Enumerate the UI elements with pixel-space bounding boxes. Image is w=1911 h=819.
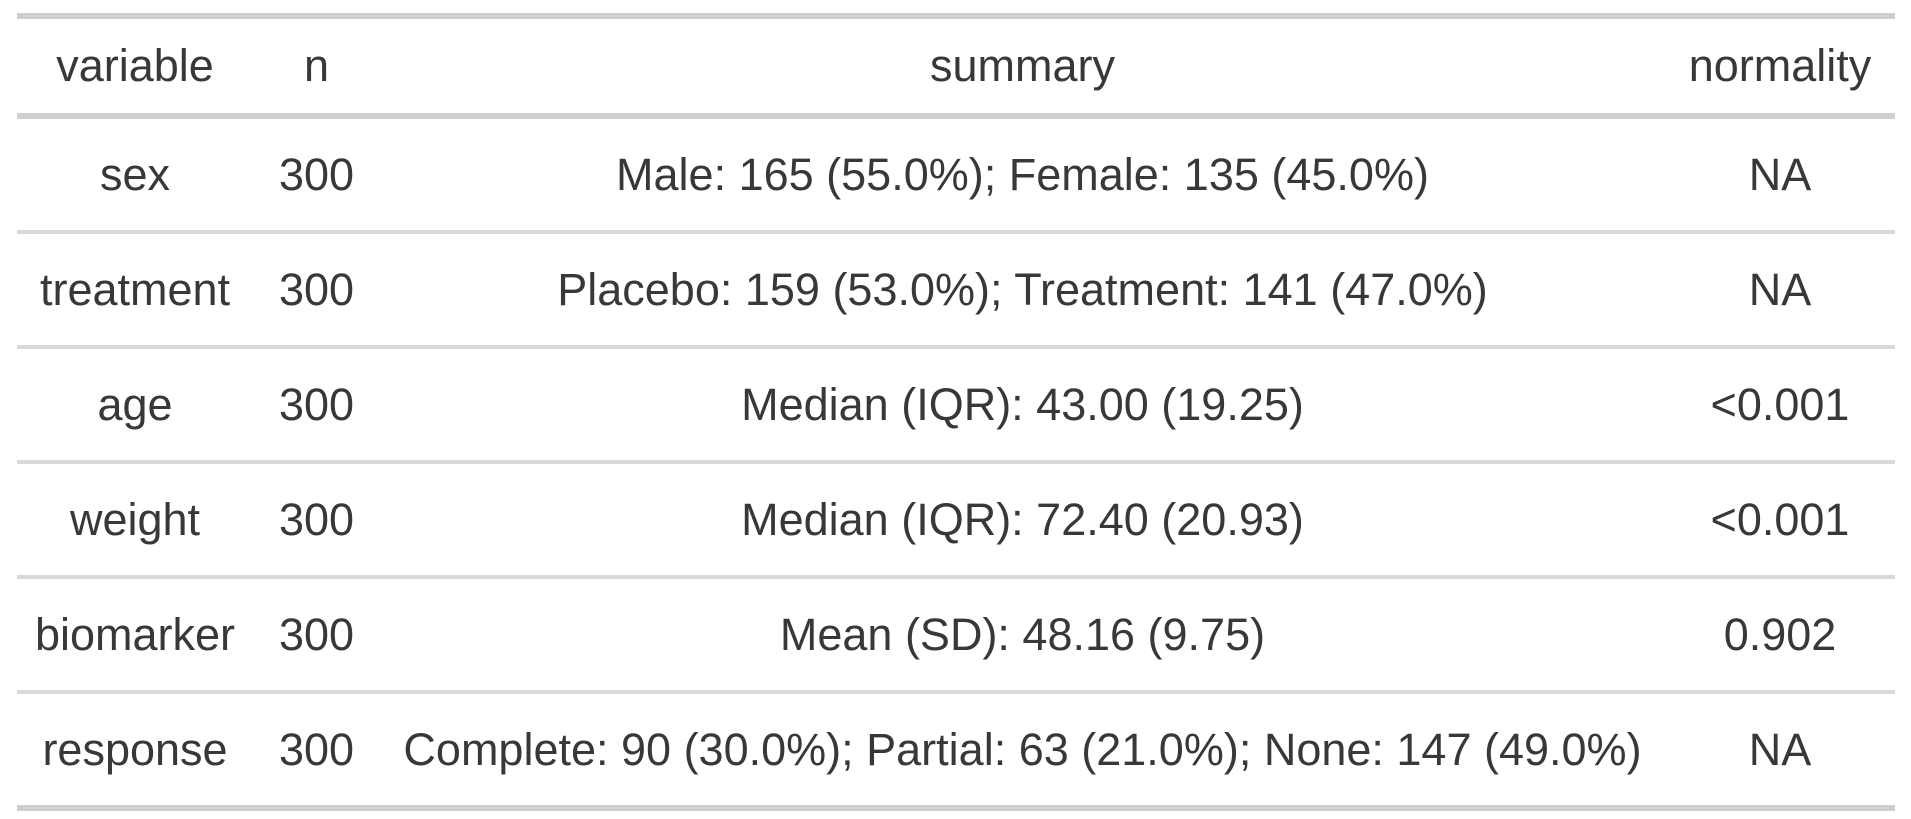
cell-n: 300 [253, 347, 380, 464]
column-header-n: n [253, 16, 380, 119]
cell-variable: age [17, 347, 253, 464]
column-header-normality: normality [1665, 16, 1895, 119]
table-row: response 300 Complete: 90 (30.0%); Parti… [17, 692, 1895, 808]
column-header-summary: summary [380, 16, 1665, 119]
cell-summary: Complete: 90 (30.0%); Partial: 63 (21.0%… [403, 723, 1642, 775]
cell-summary: Median (IQR): 72.40 (20.93) [380, 462, 1665, 579]
cell-variable: sex [17, 116, 253, 234]
cell-n: 300 [253, 232, 380, 349]
summary-table-container: variable n summary normality sex 300 Mal… [17, 13, 1895, 811]
cell-variable: weight [17, 462, 253, 579]
cell-n: 300 [253, 116, 380, 234]
cell-summary: Mean (SD): 48.16 (9.75) [380, 577, 1665, 694]
table-row: weight 300 Median (IQR): 72.40 (20.93) <… [17, 462, 1895, 579]
cell-n: 300 [253, 577, 380, 694]
summary-table: variable n summary normality sex 300 Mal… [17, 13, 1895, 811]
column-header-variable: variable [17, 16, 253, 119]
table-row: treatment 300 Placebo: 159 (53.0%); Trea… [17, 232, 1895, 349]
cell-variable: biomarker [17, 577, 253, 694]
cell-normality: NA [1665, 232, 1895, 349]
header-row: variable n summary normality [17, 16, 1895, 119]
cell-normality: NA [1748, 723, 1812, 775]
table-row: biomarker 300 Mean (SD): 48.16 (9.75) 0.… [17, 577, 1895, 694]
cell-normality: <0.001 [1665, 347, 1895, 464]
cell-summary: Placebo: 159 (53.0%); Treatment: 141 (47… [380, 232, 1665, 349]
cell-n: 300 [253, 462, 380, 579]
cell-variable: treatment [17, 232, 253, 349]
cell-n: 300 [278, 723, 355, 775]
cell-normality: 0.902 [1665, 577, 1895, 694]
cell-normality: <0.001 [1665, 462, 1895, 579]
cell-summary: Median (IQR): 43.00 (19.25) [380, 347, 1665, 464]
table-row: sex 300 Male: 165 (55.0%); Female: 135 (… [17, 116, 1895, 234]
cell-normality: NA [1665, 116, 1895, 234]
cell-variable: response [42, 723, 228, 775]
cell-summary: Male: 165 (55.0%); Female: 135 (45.0%) [380, 116, 1665, 234]
table-row: age 300 Median (IQR): 43.00 (19.25) <0.0… [17, 347, 1895, 464]
